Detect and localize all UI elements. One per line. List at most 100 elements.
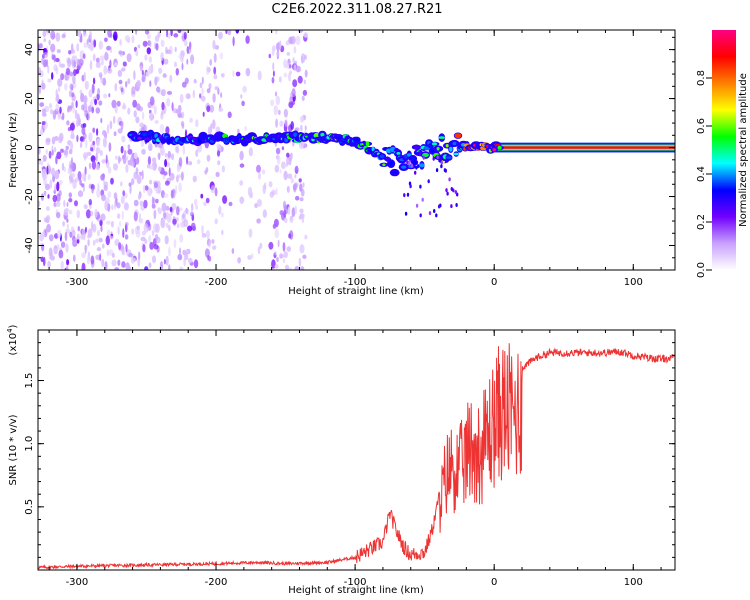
noise-speck	[96, 138, 100, 147]
noise-speck	[268, 53, 271, 59]
noise-speck	[56, 181, 60, 192]
noise-speck	[52, 194, 58, 203]
noise-speck	[190, 210, 193, 216]
noise-speck	[92, 77, 96, 85]
noise-speck	[286, 152, 290, 158]
noise-speck	[38, 67, 42, 75]
noise-speck	[205, 65, 210, 76]
noise-speck	[133, 199, 139, 207]
noise-speck	[41, 57, 44, 65]
noise-speck	[149, 112, 154, 121]
noise-speck	[212, 245, 217, 250]
noise-speck	[269, 191, 274, 198]
noise-speck	[160, 39, 165, 47]
noise-speck	[71, 43, 74, 53]
noise-speck	[186, 156, 189, 165]
noise-speck	[128, 182, 132, 187]
noise-speck	[42, 256, 46, 267]
noise-speck	[98, 72, 103, 78]
noise-speck	[76, 209, 81, 219]
ridge-blob	[453, 152, 459, 156]
noise-speck	[284, 119, 288, 127]
noise-speck	[86, 38, 89, 45]
noise-speck	[239, 163, 245, 168]
noise-speck	[298, 178, 302, 183]
noise-speck	[48, 234, 54, 242]
noise-speck	[183, 257, 186, 267]
noise-speck	[287, 158, 289, 165]
noise-speck	[81, 183, 84, 188]
noise-speck	[85, 209, 91, 219]
noise-speck	[67, 105, 73, 112]
noise-speck	[124, 221, 129, 227]
noise-speck	[144, 30, 150, 35]
noise-speck	[136, 103, 141, 111]
noise-speck	[93, 39, 97, 48]
noise-speck	[71, 55, 76, 61]
noise-speck	[169, 74, 173, 83]
noise-speck	[164, 159, 168, 168]
noise-speck	[66, 223, 69, 229]
noise-speck	[59, 132, 64, 142]
x-tick-label: -100	[344, 277, 367, 288]
noise-speck	[300, 266, 305, 270]
noise-speck	[149, 80, 152, 87]
noise-speck	[102, 243, 105, 249]
noise-speck	[193, 198, 198, 206]
noise-speck	[42, 154, 47, 162]
noise-speck	[63, 200, 66, 208]
noise-speck	[90, 147, 94, 152]
ridge-blob	[320, 132, 325, 137]
tail-speck	[440, 164, 443, 169]
noise-speck	[135, 30, 138, 35]
noise-speck	[146, 47, 151, 55]
noise-speck	[289, 70, 293, 75]
noise-speck	[155, 223, 160, 233]
noise-speck	[64, 74, 68, 81]
noise-speck	[63, 149, 69, 156]
noise-speck	[114, 238, 120, 246]
noise-speck	[214, 218, 218, 225]
spectrogram-ridge-layer	[127, 129, 675, 218]
x-tick-label: 0	[491, 277, 497, 288]
noise-speck	[214, 86, 219, 91]
noise-speck	[180, 171, 184, 181]
noise-speck	[107, 67, 113, 74]
noise-speck	[214, 45, 220, 50]
ridge-blob	[418, 151, 422, 157]
noise-speck	[126, 155, 129, 161]
noise-speck	[155, 43, 159, 51]
noise-speck	[275, 187, 278, 196]
ridge-blob	[371, 146, 375, 152]
noise-speck	[273, 218, 279, 228]
noise-speck	[176, 205, 180, 216]
snr-y-axis-label: SNR (10 * v/v)	[8, 414, 19, 485]
noise-speck	[99, 150, 103, 156]
noise-speck	[70, 177, 74, 184]
noise-speck	[176, 164, 181, 173]
noise-speck	[208, 240, 211, 249]
ridge-blob	[365, 141, 370, 147]
ridge-blob	[454, 133, 462, 139]
noise-speck	[141, 112, 145, 120]
noise-speck	[120, 87, 124, 93]
noise-speck	[192, 89, 195, 99]
noise-speck	[280, 161, 286, 169]
noise-speck	[166, 97, 171, 107]
noise-speck	[61, 33, 66, 39]
noise-speck	[49, 102, 53, 109]
noise-speck	[147, 187, 153, 197]
noise-speck	[133, 110, 137, 118]
noise-speck	[275, 95, 281, 106]
noise-speck	[131, 228, 135, 235]
snr-plot-area	[38, 330, 675, 570]
noise-speck	[55, 32, 61, 42]
noise-speck	[147, 156, 151, 166]
noise-speck	[68, 192, 73, 199]
spectrogram-x-axis-label: Height of straight line (km)	[288, 286, 424, 297]
noise-speck	[135, 116, 140, 124]
noise-speck	[65, 207, 69, 213]
noise-speck	[122, 190, 125, 197]
noise-speck	[45, 148, 49, 155]
